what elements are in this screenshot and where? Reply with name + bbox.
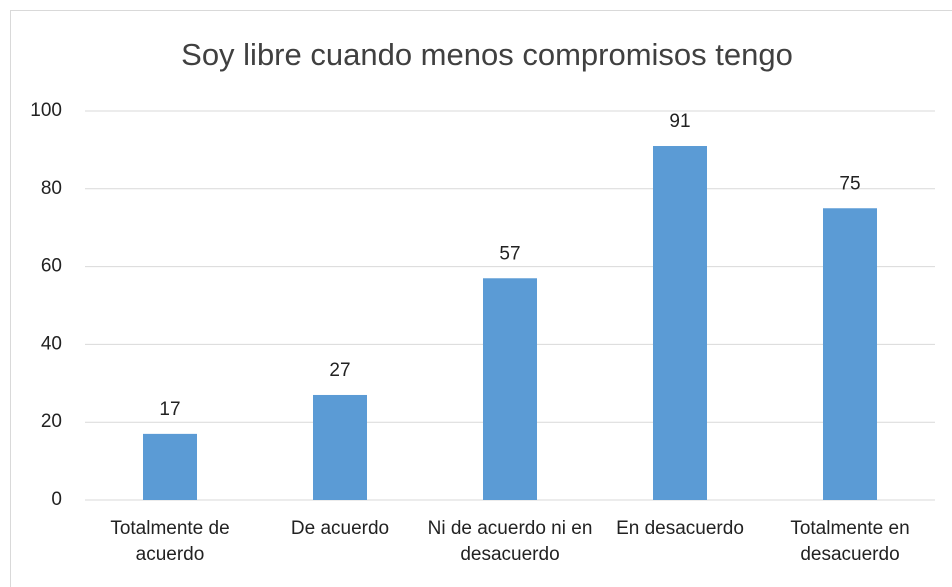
data-label: 17	[159, 399, 180, 420]
data-label: 91	[669, 111, 690, 132]
bar	[143, 433, 197, 500]
x-tick-label: Totalmente de acuerdo	[110, 518, 230, 565]
y-tick-label: 40	[41, 333, 62, 354]
x-tick-label: De acuerdo	[290, 518, 390, 539]
bar	[823, 208, 877, 500]
data-label: 57	[499, 243, 520, 264]
y-tick-label: 20	[41, 411, 62, 432]
bar	[653, 146, 707, 500]
x-tick-label: Totalmente en desacuerdo	[790, 518, 910, 565]
y-tick-label: 80	[41, 178, 62, 199]
bar	[483, 278, 537, 500]
data-label: 27	[329, 360, 350, 381]
y-tick-label: 100	[30, 100, 62, 121]
y-tick-label: 60	[41, 256, 62, 277]
data-label: 75	[839, 173, 860, 194]
x-tick-label: En desacuerdo	[616, 518, 744, 539]
y-tick-label: 0	[51, 489, 62, 510]
x-tick-label: Ni de acuerdo ni en desacuerdo	[427, 518, 593, 565]
chart-title: Soy libre cuando menos compromisos tengo	[181, 37, 793, 72]
bar	[313, 394, 367, 500]
chart-border	[10, 10, 952, 587]
